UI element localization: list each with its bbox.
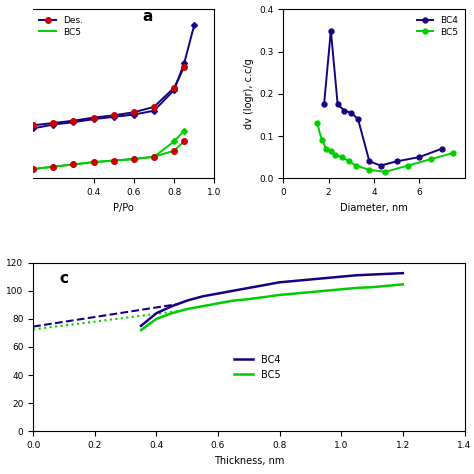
Text: c: c <box>59 271 68 286</box>
Y-axis label: dv (logr), c.c/g: dv (logr), c.c/g <box>244 58 254 129</box>
X-axis label: Diameter, nm: Diameter, nm <box>340 202 408 212</box>
X-axis label: P/Po: P/Po <box>113 202 134 212</box>
Legend: Des., BC5: Des., BC5 <box>38 14 85 38</box>
Text: a: a <box>142 9 152 24</box>
Legend: BC4, BC5: BC4, BC5 <box>230 351 285 383</box>
Legend: BC4, BC5: BC4, BC5 <box>415 14 460 38</box>
X-axis label: Thickness, nm: Thickness, nm <box>214 456 284 465</box>
